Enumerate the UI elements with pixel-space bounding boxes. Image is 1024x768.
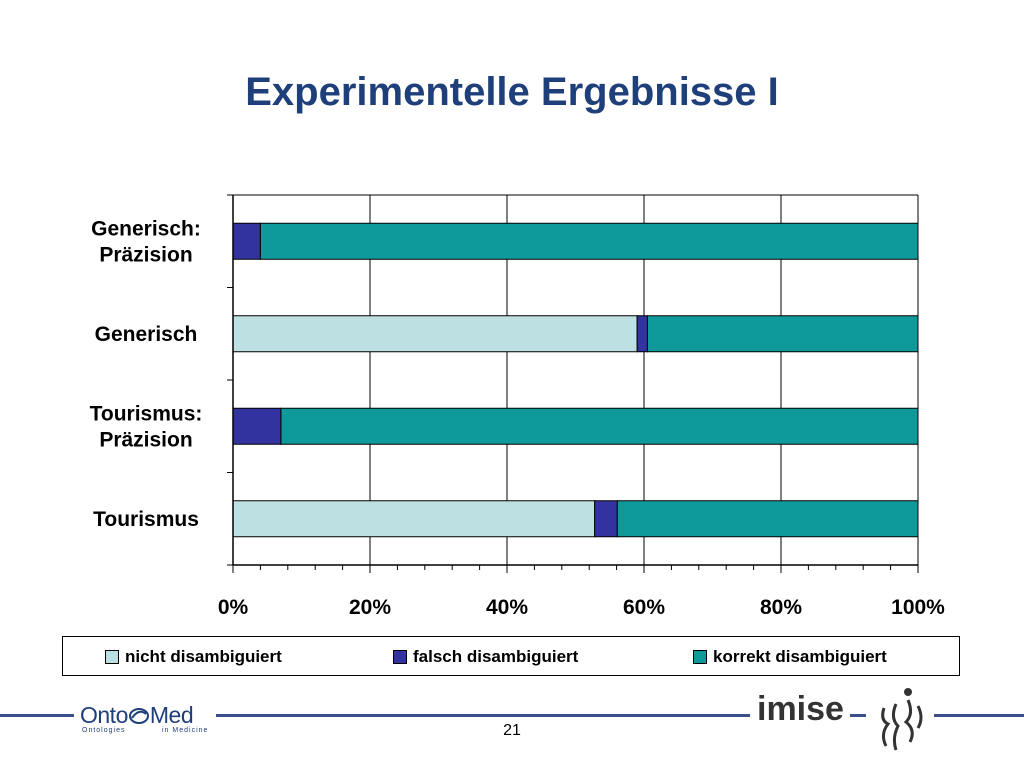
category-label-1-line-0: Generisch: [95, 323, 198, 346]
legend-label-korrekt-disambiguiert: korrekt disambiguiert: [713, 647, 887, 666]
legend-swatch-falsch-disambiguiert: [393, 650, 407, 664]
legend-label-falsch-disambiguiert: falsch disambiguiert: [413, 647, 579, 666]
footer-line-mid-right: [850, 714, 866, 717]
legend-item-korrekt-disambiguiert: korrekt disambiguiert: [693, 647, 887, 667]
legend-swatch-korrekt-disambiguiert: [693, 650, 707, 664]
x-tick-label-0: 0%: [218, 596, 249, 619]
footer-line-left: [0, 714, 74, 717]
legend-item-nicht-disambiguiert: nicht disambiguiert: [105, 647, 282, 667]
x-tick-label-2: 40%: [486, 596, 528, 619]
ontomed-subtitle-right: in Medicine: [162, 727, 209, 734]
footer-line-right: [934, 714, 1024, 717]
x-tick-label-5: 100%: [891, 596, 945, 619]
bar-1-series-1: [636, 315, 648, 353]
bar-1-series-0: [232, 315, 638, 353]
ontomed-onto-text: Onto: [80, 702, 128, 728]
bar-2-series-2: [280, 407, 919, 445]
chart-legend: nicht disambiguiert falsch disambiguiert…: [62, 636, 960, 676]
ontomed-logo-text: Onto Med: [80, 702, 194, 729]
category-label-3-line-0: Tourismus: [93, 508, 199, 531]
ontomed-swirl-icon: [128, 708, 149, 724]
x-tick-label-4: 80%: [760, 596, 802, 619]
legend-label-nicht-disambiguiert: nicht disambiguiert: [125, 647, 282, 666]
page-number: 21: [503, 722, 521, 739]
x-tick-label-3: 60%: [623, 596, 665, 619]
bar-0-series-2: [259, 222, 919, 260]
imise-logo: imise: [757, 690, 844, 728]
ontomed-med-text: Med: [149, 702, 194, 728]
stacked-bar-chart: Generisch: Präzision Generisch Tourismus: Pr…: [90, 194, 945, 619]
bar-3-series-1: [594, 500, 618, 538]
legend-item-falsch-disambiguiert: falsch disambiguiert: [393, 647, 578, 667]
x-tick-label-1: 20%: [349, 596, 391, 619]
bar-0-series-1: [232, 222, 261, 260]
category-label-2-line-1: Präzision: [99, 428, 192, 451]
bar-1-series-2: [646, 315, 919, 353]
slide-title: Experimentelle Ergebnisse I: [245, 70, 779, 114]
bar-3-series-2: [616, 500, 919, 538]
legend-swatch-nicht-disambiguiert: [105, 650, 119, 664]
imise-figure-icon: [881, 688, 923, 751]
category-label-0-line-1: Präzision: [99, 243, 192, 266]
footer-line-center: [216, 714, 750, 717]
category-label-0-line-0: Generisch:: [91, 217, 201, 240]
ontomed-logo: Onto Med Ontologies in Medicine: [80, 702, 212, 736]
category-label-2-line-0: Tourismus:: [90, 402, 203, 425]
bar-2-series-1: [232, 407, 282, 445]
ontomed-subtitle-left: Ontologies: [82, 727, 126, 734]
bar-3-series-0: [232, 500, 596, 538]
